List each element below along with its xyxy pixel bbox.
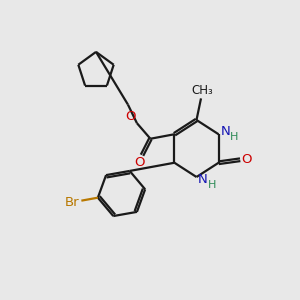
Text: H: H (230, 132, 238, 142)
Text: N: N (198, 173, 208, 186)
Text: N: N (220, 125, 230, 138)
Text: O: O (241, 153, 251, 166)
Text: CH₃: CH₃ (192, 83, 213, 97)
Text: H: H (208, 180, 216, 190)
Text: O: O (126, 110, 136, 123)
Text: O: O (134, 156, 144, 169)
Text: Br: Br (64, 196, 79, 209)
